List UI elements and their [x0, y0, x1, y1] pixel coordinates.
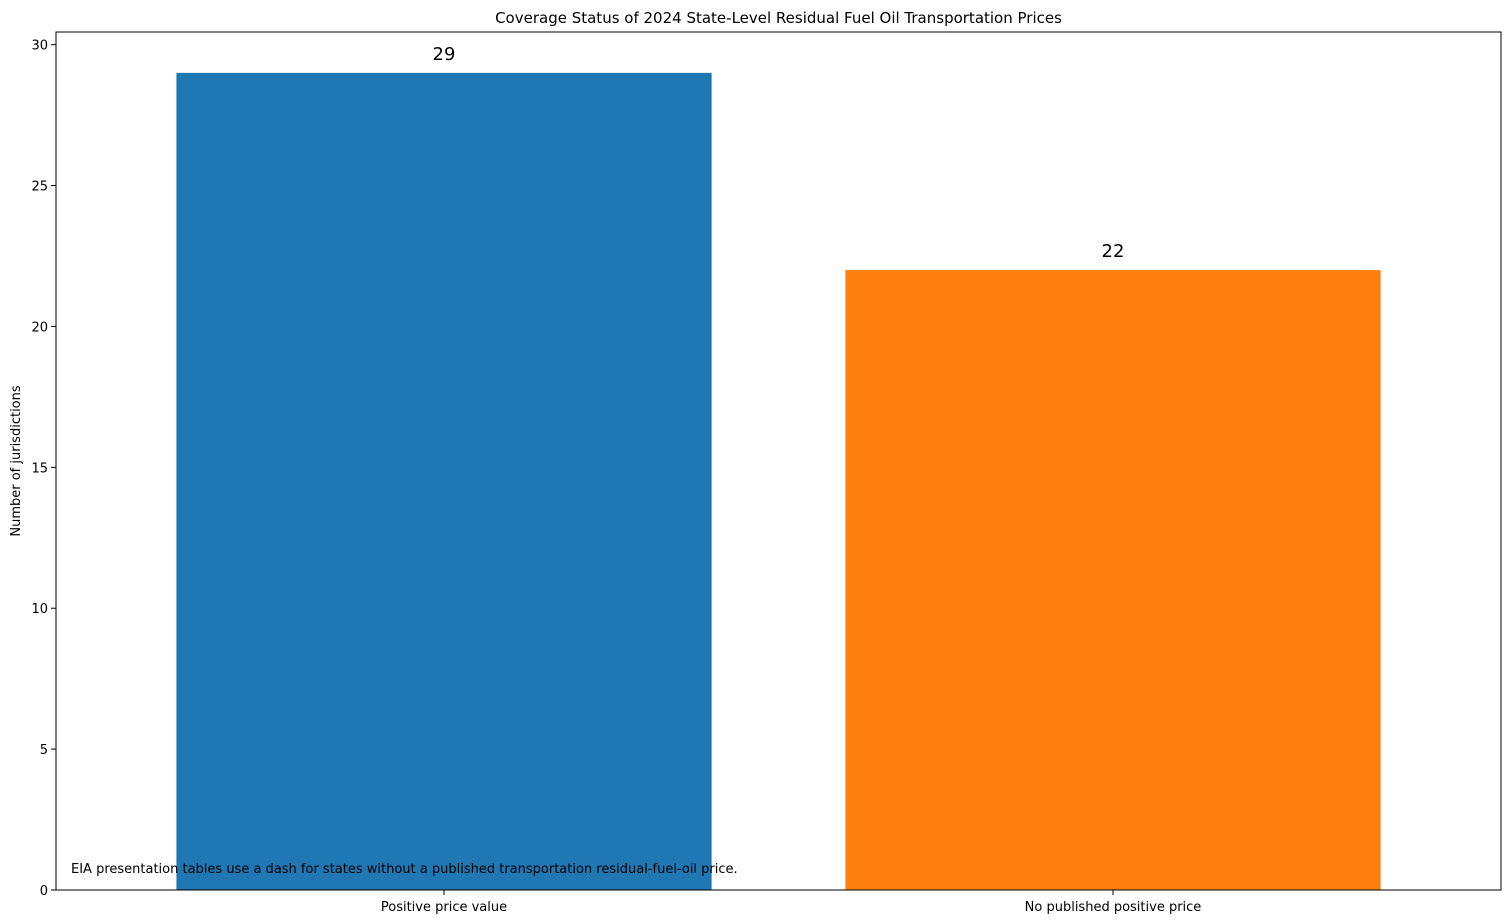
- bar-value-label-1: 29: [433, 44, 456, 65]
- y-tick-label: 25: [31, 180, 48, 195]
- bars-layer: [176, 72, 1381, 891]
- bar-value-label-2: 22: [1102, 241, 1125, 262]
- y-tick-label: 10: [31, 602, 48, 617]
- x-tick-label: Positive price value: [381, 900, 507, 915]
- y-axis: 0 5 10 15 20 25 30: [31, 39, 56, 899]
- y-tick-label: 5: [40, 743, 48, 758]
- x-tick-label: No published positive price: [1025, 900, 1202, 915]
- y-tick-label: 20: [31, 320, 48, 335]
- y-tick-label: 15: [31, 461, 48, 476]
- x-axis: Positive price value No published positiv…: [381, 890, 1201, 915]
- plot-frame: [55, 31, 1502, 891]
- bar-2: [845, 270, 1381, 890]
- value-labels-layer: 29 22: [433, 44, 1125, 262]
- y-tick-label: 30: [31, 39, 48, 54]
- y-axis-label: Number of jurisdictions: [9, 385, 24, 537]
- y-tick-label: 0: [40, 884, 48, 899]
- bar-1: [176, 72, 712, 891]
- chart-annotation: EIA presentation tables use a dash for s…: [71, 862, 738, 877]
- chart-title: Coverage Status of 2024 State-Level Resi…: [495, 9, 1062, 27]
